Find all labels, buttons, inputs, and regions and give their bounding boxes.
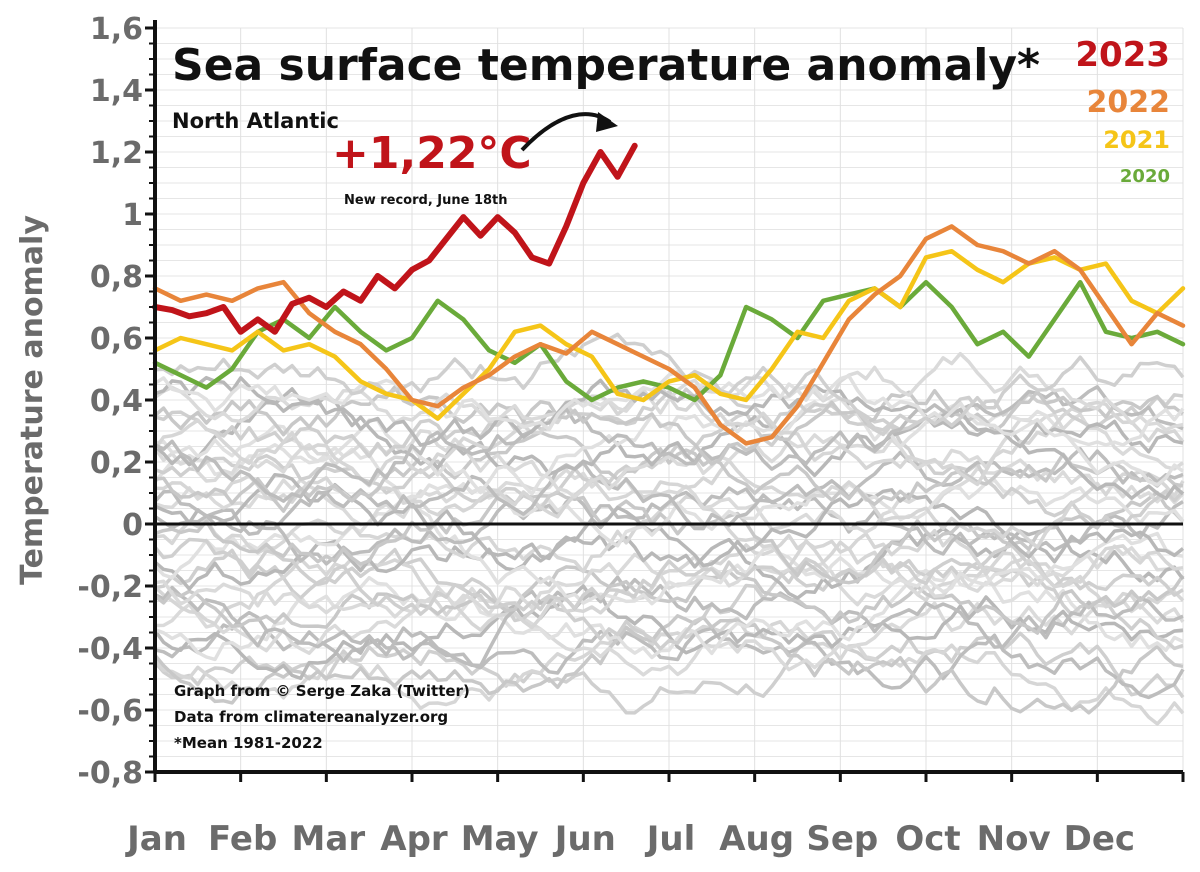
x-tick-label: Apr	[380, 819, 448, 859]
grid	[154, 27, 1184, 773]
x-tick-label: Mar	[292, 819, 366, 859]
legend-entry-2023: 2023	[1075, 35, 1170, 75]
x-tick-label: Sep	[806, 819, 878, 859]
y-tick-label: -0,4	[77, 632, 143, 667]
y-tick-label: 0,4	[90, 384, 143, 419]
background-year-line	[153, 565, 1185, 635]
y-tick-label: -0,2	[77, 570, 143, 605]
axes	[145, 20, 1185, 782]
background-year-line	[153, 385, 1185, 466]
background-year-line	[154, 385, 1184, 503]
background-year-line	[154, 396, 1185, 496]
chart-title: Sea surface temperature anomaly*	[172, 40, 1040, 91]
y-tick-label: 1,6	[90, 12, 143, 47]
background-year-line	[154, 370, 1185, 447]
x-tick-label: Oct	[895, 819, 960, 859]
record-arrow-head	[596, 112, 618, 132]
series-line-2021	[152, 248, 1186, 421]
y-axis-label: Temperature anomaly	[15, 215, 50, 585]
background-year-line	[154, 486, 1184, 566]
y-tick-label: 1	[122, 198, 143, 233]
background-year-line	[154, 610, 1185, 700]
background-year-line	[153, 533, 1185, 632]
background-year-line	[154, 567, 1184, 662]
background-year-line	[153, 496, 1184, 606]
credit-line-1: Graph from © Serge Zaka (Twitter)	[174, 682, 470, 700]
background-years-lines	[153, 332, 1185, 726]
y-tick-label: -0,8	[77, 756, 143, 791]
x-tick-label: Jun	[553, 819, 616, 859]
y-tick-labels: 1,6 1,4 1,2 1 0,8 0,6 0,4 0,2 0 -0,2 -0,4 -0,6 -0,8	[77, 12, 143, 791]
legend-entry-2020: 2020	[1120, 166, 1170, 187]
y-tick-label: 0,8	[90, 260, 143, 295]
background-year-line	[153, 447, 1184, 534]
chart-subtitle: North Atlantic	[172, 109, 339, 133]
background-year-line	[154, 375, 1184, 454]
x-tick-label: Jan	[125, 819, 187, 859]
series-lines	[152, 142, 1186, 446]
background-year-line	[154, 458, 1185, 534]
record-value-label: +1,22°C	[332, 128, 532, 179]
x-tick-label: May	[461, 819, 539, 859]
x-tick-label: Jul	[645, 819, 696, 859]
background-year-line	[153, 351, 1184, 432]
record-note: New record, June 18th	[344, 193, 508, 208]
x-tick-labels: Jan Feb Mar Apr May Jun Jul Aug Sep Oct Nov Dec	[125, 819, 1135, 859]
background-year-line	[154, 575, 1184, 668]
y-tick-label: 1,4	[90, 74, 143, 109]
legend: 2023 2022 2021 2020	[1075, 35, 1170, 187]
credit-line-3: *Mean 1981-2022	[174, 734, 323, 752]
background-year-line	[154, 490, 1185, 585]
background-year-line	[154, 458, 1185, 550]
background-year-line	[153, 584, 1184, 681]
x-tick-label: Aug	[719, 819, 794, 859]
series-line-2020	[152, 279, 1186, 403]
series-line-2022	[152, 224, 1186, 446]
y-tick-label: 1,2	[90, 136, 143, 171]
y-tick-label: 0	[122, 508, 143, 543]
background-year-line	[154, 332, 1185, 432]
x-tick-label: Feb	[208, 819, 277, 859]
y-tick-label: 0,2	[90, 446, 143, 481]
x-tick-label: Nov	[977, 819, 1051, 859]
background-year-line	[153, 614, 1184, 715]
x-tick-label: Dec	[1064, 819, 1135, 859]
y-tick-label: 0,6	[90, 322, 143, 357]
background-year-line	[154, 544, 1185, 619]
credit-line-2: Data from climatereanalyzer.org	[174, 708, 448, 726]
legend-entry-2022: 2022	[1087, 85, 1171, 120]
background-year-line	[154, 430, 1184, 513]
legend-entry-2021: 2021	[1103, 126, 1170, 154]
y-tick-label: -0,6	[77, 694, 143, 729]
series-line-2023	[152, 142, 638, 335]
